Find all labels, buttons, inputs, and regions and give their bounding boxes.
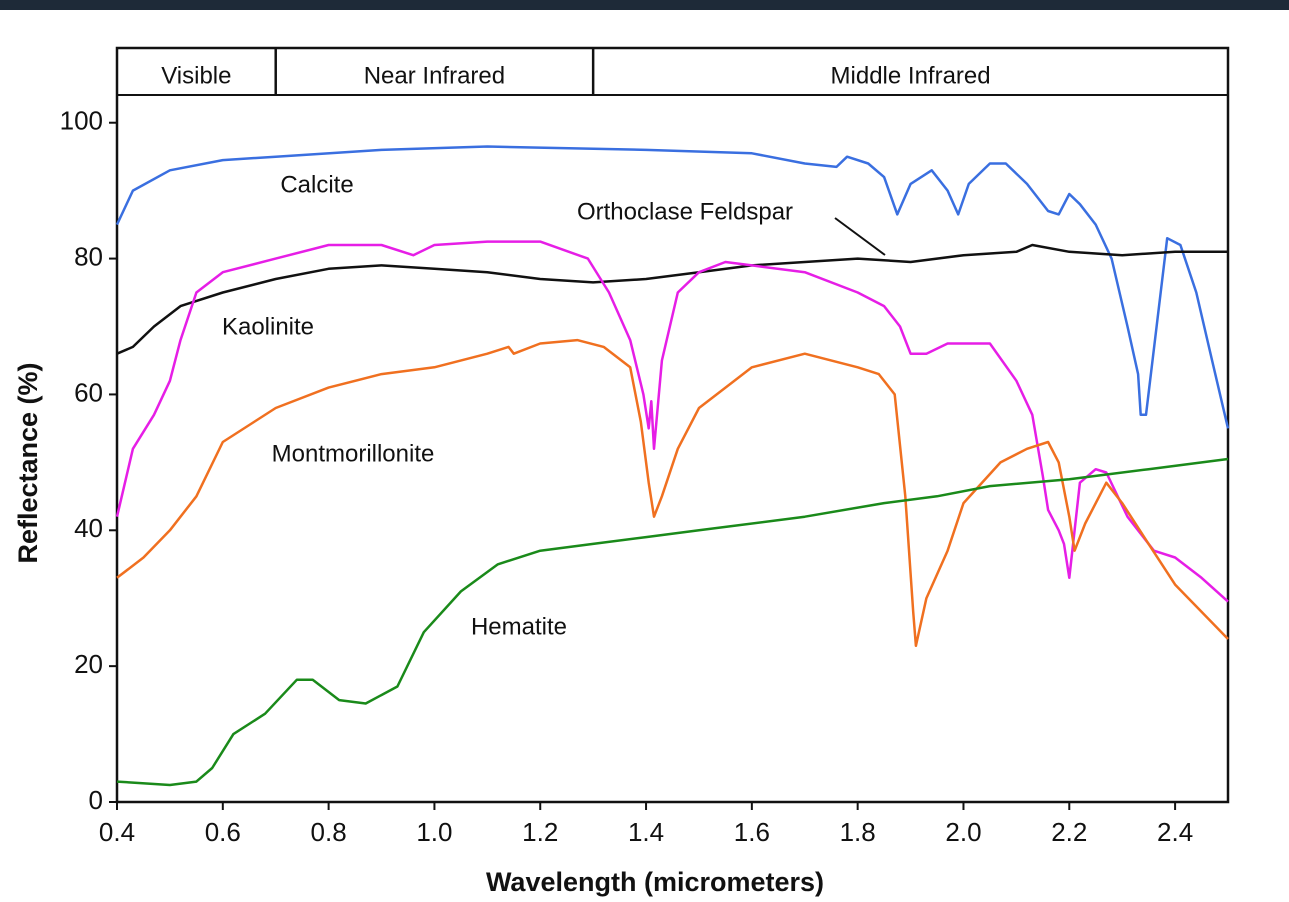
x-tick-label: 1.2: [522, 817, 558, 847]
x-tick-label: 0.8: [311, 817, 347, 847]
y-tick-label: 80: [74, 241, 103, 271]
series-line: [115, 145, 1230, 429]
series-line: [116, 338, 1229, 648]
y-tick-label: 40: [74, 513, 103, 543]
series-label: Montmorillonite: [272, 440, 435, 467]
series-label: Hematite: [471, 613, 567, 640]
x-tick-label: 0.4: [99, 817, 135, 847]
x-axis-label: Wavelength (micrometers): [486, 867, 824, 897]
series-label: Calcite: [280, 171, 353, 198]
x-tick-label: 1.6: [734, 817, 770, 847]
series-line: [116, 457, 1229, 787]
series-label: Kaolinite: [222, 313, 314, 340]
series-line: [116, 243, 1228, 355]
y-tick-label: 60: [74, 377, 103, 407]
y-axis-label: Reflectance (%): [13, 362, 43, 563]
x-tick-label: 2.4: [1157, 817, 1193, 847]
series-label: Orthoclase Feldspar: [577, 198, 793, 225]
y-tick-label: 20: [74, 649, 103, 679]
series-line: [115, 240, 1229, 603]
x-tick-label: 1.4: [628, 817, 664, 847]
plot-frame: [115, 46, 1230, 804]
x-tick-label: 2.2: [1051, 817, 1087, 847]
y-tick-label: 100: [60, 106, 103, 136]
x-tick-label: 1.8: [840, 817, 876, 847]
region-label: Middle Infrared: [831, 62, 991, 89]
x-tick-label: 2.0: [945, 817, 981, 847]
top-bar: [0, 0, 1289, 10]
region-label: Near Infrared: [364, 62, 505, 89]
region-label: Visible: [161, 62, 231, 89]
leader-line: [834, 217, 886, 256]
x-tick-label: 0.6: [205, 817, 241, 847]
y-tick-label: 0: [89, 785, 103, 815]
x-tick-label: 1.0: [416, 817, 452, 847]
